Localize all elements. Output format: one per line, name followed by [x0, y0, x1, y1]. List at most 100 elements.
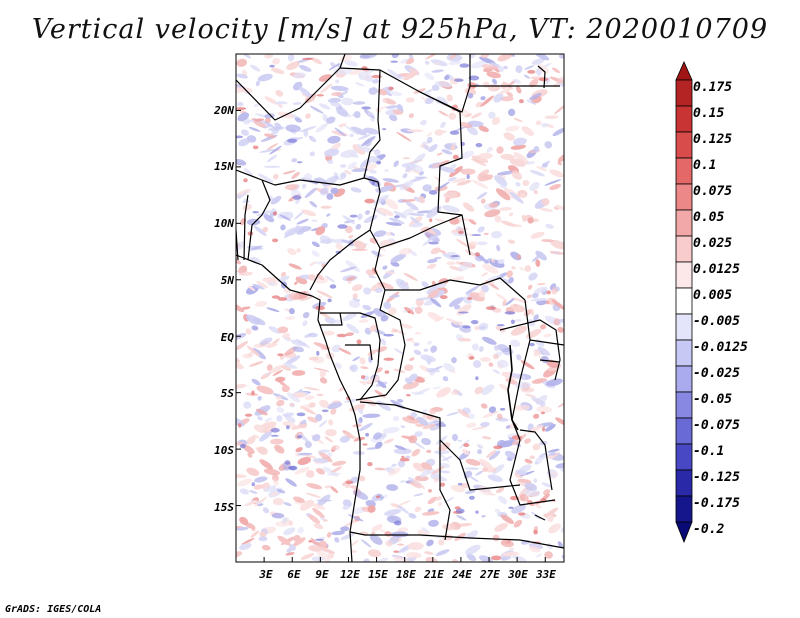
updraft-patch: [551, 299, 564, 311]
downdraft-patch: [423, 418, 441, 427]
downdraft-patch: [435, 81, 452, 88]
strong-downdraft-patch: [361, 106, 372, 110]
updraft-patch: [282, 170, 296, 175]
downdraft-patch: [400, 425, 406, 429]
updraft-patch: [482, 264, 499, 274]
updraft-patch: [303, 386, 320, 391]
colorbar-label: -0.0125: [693, 340, 748, 355]
updraft-patch: [241, 538, 255, 545]
updraft-patch: [236, 58, 248, 67]
lon-label-21e: 21E: [424, 568, 444, 581]
downdraft-patch: [428, 144, 438, 153]
strong-downdraft-patch: [292, 195, 302, 200]
updraft-patch: [277, 326, 289, 334]
downdraft-patch: [262, 124, 272, 129]
downdraft-patch: [413, 342, 420, 347]
downdraft-patch: [456, 515, 467, 521]
updraft-patch: [359, 357, 366, 365]
updraft-patch: [259, 531, 266, 538]
downdraft-patch: [331, 344, 341, 353]
axis-ticks: [236, 109, 546, 562]
updraft-patch: [406, 337, 414, 342]
colorbar-label: 0.075: [693, 184, 733, 199]
updraft-patch: [540, 324, 547, 330]
updraft-patch: [313, 342, 330, 350]
updraft-patch: [505, 125, 520, 132]
updraft-patch: [264, 133, 276, 138]
downdraft-patch: [481, 336, 497, 345]
downdraft-patch: [468, 475, 479, 482]
updraft-patch: [378, 245, 387, 252]
downdraft-patch: [516, 354, 522, 361]
downdraft-patch: [557, 541, 564, 549]
updraft-patch: [464, 113, 473, 118]
downdraft-patch: [512, 555, 527, 562]
updraft-patch: [433, 477, 439, 483]
downdraft-patch: [442, 376, 449, 382]
downdraft-patch: [424, 97, 434, 105]
colorbar-label: -0.2: [693, 522, 725, 537]
downdraft-patch: [499, 185, 508, 189]
updraft-patch: [550, 239, 564, 250]
updraft-patch: [278, 104, 283, 108]
updraft-patch: [311, 57, 323, 65]
updraft-patch: [257, 446, 268, 455]
updraft-patch: [415, 423, 425, 427]
updraft-patch: [519, 494, 529, 502]
downdraft-patch: [427, 258, 438, 264]
downdraft-patch: [346, 323, 360, 334]
strong-downdraft-patch: [496, 324, 505, 327]
strong-updraft-patch: [533, 530, 538, 535]
updraft-patch: [313, 276, 328, 284]
updraft-patch: [434, 62, 440, 66]
updraft-patch: [449, 166, 463, 178]
updraft-patch: [431, 280, 436, 286]
downdraft-patch: [335, 79, 340, 84]
updraft-patch: [274, 444, 285, 454]
updraft-patch: [308, 356, 320, 361]
strong-updraft-patch: [540, 411, 545, 415]
downdraft-patch: [311, 556, 325, 562]
updraft-patch: [262, 277, 279, 283]
strong-updraft-patch: [493, 445, 503, 450]
updraft-patch: [317, 310, 331, 319]
downdraft-patch: [416, 416, 428, 426]
updraft-patch: [319, 540, 328, 548]
updraft-patch: [305, 470, 315, 478]
updraft-patch: [471, 155, 489, 163]
downdraft-patch: [377, 380, 387, 389]
downdraft-patch: [382, 265, 388, 270]
downdraft-patch: [349, 133, 354, 138]
updraft-patch: [535, 259, 541, 267]
strong-downdraft-patch: [289, 465, 298, 471]
colorbar-label: 0.005: [693, 288, 733, 303]
updraft-patch: [503, 132, 515, 141]
updraft-patch: [325, 428, 337, 437]
strong-updraft-patch: [538, 77, 549, 82]
downdraft-patch: [240, 129, 250, 136]
updraft-patch: [281, 365, 292, 371]
updraft-patch: [462, 448, 470, 456]
updraft-patch: [319, 370, 326, 378]
downdraft-patch: [511, 504, 527, 514]
lon-label-24e: 24E: [452, 568, 472, 581]
updraft-patch: [250, 530, 260, 538]
downdraft-patch: [319, 235, 332, 245]
updraft-patch: [316, 549, 331, 562]
downdraft-patch: [430, 59, 448, 67]
downdraft-patch: [295, 339, 311, 349]
updraft-patch: [511, 297, 529, 304]
updraft-patch: [275, 376, 286, 383]
downdraft-patch: [486, 146, 492, 153]
updraft-patch: [484, 209, 501, 218]
downdraft-patch: [508, 277, 514, 284]
strong-downdraft-patch: [449, 130, 460, 135]
updraft-patch: [479, 173, 493, 180]
colorbar-label: 0.125: [693, 132, 733, 147]
downdraft-patch: [367, 111, 374, 116]
downdraft-patch: [293, 72, 306, 79]
colorbar-min-arrow: [675, 521, 693, 544]
downdraft-patch: [353, 490, 369, 500]
updraft-patch: [418, 195, 426, 204]
updraft-patch: [244, 500, 258, 506]
